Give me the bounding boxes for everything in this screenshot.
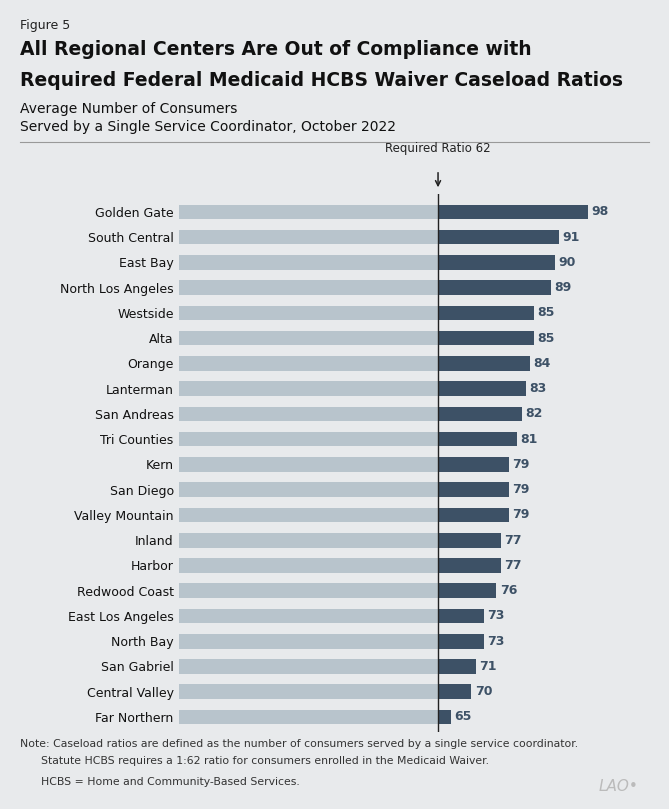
- Bar: [438, 457, 509, 472]
- Bar: [179, 583, 496, 598]
- Bar: [438, 684, 472, 699]
- Bar: [179, 306, 534, 320]
- Bar: [179, 659, 476, 674]
- Text: Required Federal Medicaid HCBS Waiver Caseload Ratios: Required Federal Medicaid HCBS Waiver Ca…: [20, 71, 623, 90]
- Text: 70: 70: [475, 685, 492, 698]
- Bar: [179, 205, 588, 219]
- Text: 84: 84: [533, 357, 551, 370]
- Bar: [179, 533, 500, 548]
- Bar: [179, 482, 509, 497]
- Bar: [179, 381, 526, 396]
- Bar: [179, 634, 484, 649]
- Bar: [438, 381, 526, 396]
- Text: 79: 79: [512, 508, 530, 522]
- Text: Note: Caseload ratios are defined as the number of consumers served by a single : Note: Caseload ratios are defined as the…: [20, 739, 578, 749]
- Text: 91: 91: [563, 231, 580, 244]
- Bar: [438, 205, 588, 219]
- Text: All Regional Centers Are Out of Compliance with: All Regional Centers Are Out of Complian…: [20, 40, 532, 59]
- Bar: [179, 230, 559, 244]
- Bar: [438, 356, 530, 371]
- Bar: [179, 507, 509, 523]
- Bar: [438, 659, 476, 674]
- Text: 90: 90: [558, 256, 575, 269]
- Text: HCBS = Home and Community-Based Services.: HCBS = Home and Community-Based Services…: [20, 777, 300, 786]
- Bar: [438, 507, 509, 523]
- Text: 73: 73: [487, 635, 504, 648]
- Bar: [438, 432, 517, 447]
- Text: LAO•: LAO•: [599, 779, 639, 794]
- Text: 65: 65: [454, 710, 471, 723]
- Bar: [179, 684, 472, 699]
- Bar: [179, 457, 509, 472]
- Text: Statute HCBS requires a 1:62 ratio for consumers enrolled in the Medicaid Waiver: Statute HCBS requires a 1:62 ratio for c…: [20, 756, 489, 766]
- Bar: [438, 407, 522, 421]
- Text: 81: 81: [520, 433, 538, 446]
- Text: 98: 98: [591, 205, 609, 218]
- Bar: [438, 255, 555, 269]
- Bar: [179, 407, 522, 421]
- Bar: [179, 255, 555, 269]
- Text: 71: 71: [479, 660, 496, 673]
- Text: 77: 77: [504, 534, 521, 547]
- Bar: [438, 634, 484, 649]
- Text: 85: 85: [537, 332, 555, 345]
- Bar: [438, 331, 534, 345]
- Bar: [179, 709, 450, 724]
- Text: Served by a Single Service Coordinator, October 2022: Served by a Single Service Coordinator, …: [20, 120, 396, 133]
- Text: 77: 77: [504, 559, 521, 572]
- Bar: [438, 533, 500, 548]
- Text: Average Number of Consumers: Average Number of Consumers: [20, 102, 237, 116]
- Bar: [179, 331, 534, 345]
- Bar: [438, 280, 551, 295]
- Text: 79: 79: [512, 483, 530, 496]
- Bar: [179, 608, 484, 623]
- Bar: [438, 482, 509, 497]
- Bar: [438, 709, 450, 724]
- Text: 85: 85: [537, 307, 555, 320]
- Text: 83: 83: [529, 382, 547, 395]
- Text: Figure 5: Figure 5: [20, 19, 70, 32]
- Text: 89: 89: [554, 281, 571, 294]
- Bar: [438, 306, 534, 320]
- Bar: [438, 558, 500, 573]
- Text: 79: 79: [512, 458, 530, 471]
- Bar: [179, 432, 517, 447]
- Bar: [179, 558, 500, 573]
- Bar: [438, 583, 496, 598]
- Bar: [179, 280, 551, 295]
- Text: Required Ratio 62: Required Ratio 62: [385, 142, 491, 155]
- Text: 82: 82: [525, 408, 542, 421]
- Text: 76: 76: [500, 584, 517, 597]
- Bar: [438, 230, 559, 244]
- Text: 73: 73: [487, 609, 504, 622]
- Bar: [179, 356, 530, 371]
- Bar: [438, 608, 484, 623]
